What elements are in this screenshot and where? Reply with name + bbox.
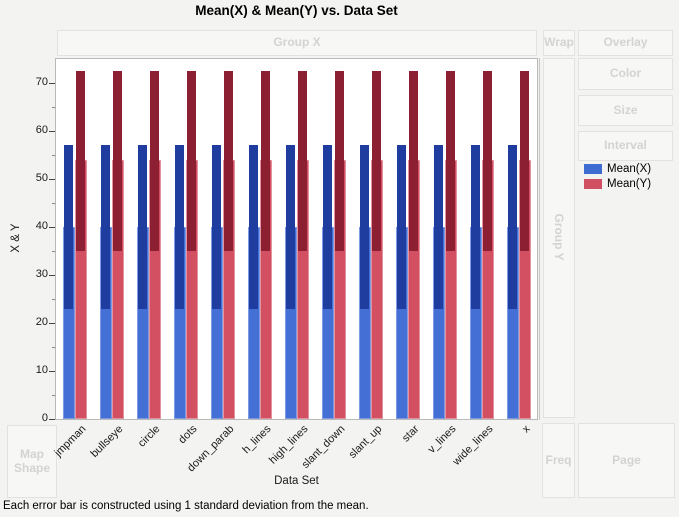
- error-bar-mean-x: [397, 145, 406, 309]
- chart-legend: Mean(X) Mean(Y): [584, 163, 651, 193]
- y-axis-title: X & Y: [10, 223, 22, 253]
- error-bar-mean-y: [409, 71, 418, 251]
- y-axis-minor-tick: [52, 394, 55, 396]
- drop-zone-group-y-label: Group Y: [552, 213, 566, 261]
- y-axis-tick-label: 10: [35, 364, 48, 376]
- legend-swatch-mean-x[interactable]: [584, 164, 602, 174]
- error-bar-mean-y: [372, 71, 381, 251]
- error-bar-mean-y: [483, 71, 492, 251]
- error-bar-mean-y: [150, 71, 159, 251]
- y-axis-tick: [49, 82, 55, 84]
- y-axis-minor-tick: [52, 298, 55, 300]
- drop-zone-map-shape[interactable]: Map Shape: [7, 425, 57, 498]
- drop-zone-overlay-label: Overlay: [603, 35, 648, 50]
- error-bar-mean-x: [360, 145, 369, 309]
- drop-zone-group-x[interactable]: Group X: [57, 30, 537, 56]
- drop-zone-color-label: Color: [609, 66, 642, 81]
- drop-zone-overlay[interactable]: Overlay: [578, 30, 673, 56]
- drop-zone-freq[interactable]: Freq: [542, 423, 575, 498]
- y-axis-tick-label: 50: [35, 172, 48, 184]
- error-bar-mean-y: [113, 71, 122, 251]
- legend-label-mean-x: Mean(X): [607, 163, 652, 175]
- error-bar-note: Each error bar is constructed using 1 st…: [3, 500, 369, 512]
- error-bar-mean-y: [520, 71, 529, 251]
- error-bar-mean-x: [101, 145, 110, 309]
- y-axis-minor-tick: [52, 346, 55, 348]
- legend-item-mean-y[interactable]: Mean(Y): [584, 178, 651, 190]
- y-axis-tick-label: 20: [35, 316, 48, 328]
- error-bar-mean-y: [261, 71, 270, 251]
- y-axis-tick: [49, 178, 55, 180]
- y-axis-minor-tick: [52, 106, 55, 108]
- drop-zone-wrap[interactable]: Wrap: [543, 30, 575, 56]
- legend-label-mean-y: Mean(Y): [607, 178, 652, 190]
- error-bar-mean-x: [434, 145, 443, 309]
- y-axis-minor-tick: [52, 154, 55, 156]
- y-axis-tick-label: 30: [35, 268, 48, 280]
- error-bar-mean-y: [187, 71, 196, 251]
- error-bar-mean-x: [508, 145, 517, 309]
- y-axis-minor-tick: [52, 250, 55, 252]
- error-bar-mean-y: [76, 71, 85, 251]
- y-axis-tick: [49, 370, 55, 372]
- drop-zone-color[interactable]: Color: [578, 58, 673, 90]
- error-bar-mean-x: [471, 145, 480, 309]
- drop-zone-page[interactable]: Page: [578, 423, 675, 498]
- x-axis-title: Data Set: [274, 475, 319, 487]
- y-axis-tick: [49, 274, 55, 276]
- error-bar-mean-y: [224, 71, 233, 251]
- y-axis-tick: [49, 418, 55, 420]
- plot-area[interactable]: [55, 58, 538, 420]
- error-bar-mean-x: [286, 145, 295, 309]
- legend-item-mean-x[interactable]: Mean(X): [584, 163, 651, 175]
- page-title: Mean(X) & Mean(Y) vs. Data Set: [195, 3, 398, 18]
- drop-zone-group-x-label: Group X: [273, 35, 321, 50]
- y-axis-minor-tick: [52, 202, 55, 204]
- error-bar-mean-y: [446, 71, 455, 251]
- drop-zone-group-y[interactable]: [543, 58, 575, 418]
- y-axis-tick-label: 60: [35, 124, 48, 136]
- drop-zone-size-label: Size: [613, 102, 638, 117]
- drop-zone-interval-label: Interval: [604, 138, 647, 153]
- plot-right-border: [539, 58, 540, 420]
- drop-zone-map-shape-label: Map Shape: [13, 446, 50, 475]
- drop-zone-wrap-label: Wrap: [544, 35, 574, 50]
- error-bar-mean-x: [138, 145, 147, 309]
- y-axis-tick: [49, 130, 55, 132]
- y-axis-tick-label: 70: [35, 76, 48, 88]
- y-axis-tick-label: 40: [35, 220, 48, 232]
- error-bar-mean-y: [298, 71, 307, 251]
- y-axis-tick-label: 0: [41, 412, 48, 424]
- y-axis-tick: [49, 322, 55, 324]
- y-axis-tick: [49, 226, 55, 228]
- drop-zone-freq-label: Freq: [545, 452, 572, 467]
- error-bar-mean-y: [335, 71, 344, 251]
- drop-zone-size[interactable]: Size: [578, 95, 673, 126]
- legend-swatch-mean-y[interactable]: [584, 179, 602, 189]
- drop-zone-page-label: Page: [612, 452, 641, 467]
- error-bar-mean-x: [212, 145, 221, 309]
- error-bar-mean-x: [64, 145, 73, 309]
- error-bar-mean-x: [249, 145, 258, 309]
- drop-zone-interval[interactable]: Interval: [578, 131, 673, 161]
- error-bar-mean-x: [175, 145, 184, 309]
- error-bar-mean-x: [323, 145, 332, 309]
